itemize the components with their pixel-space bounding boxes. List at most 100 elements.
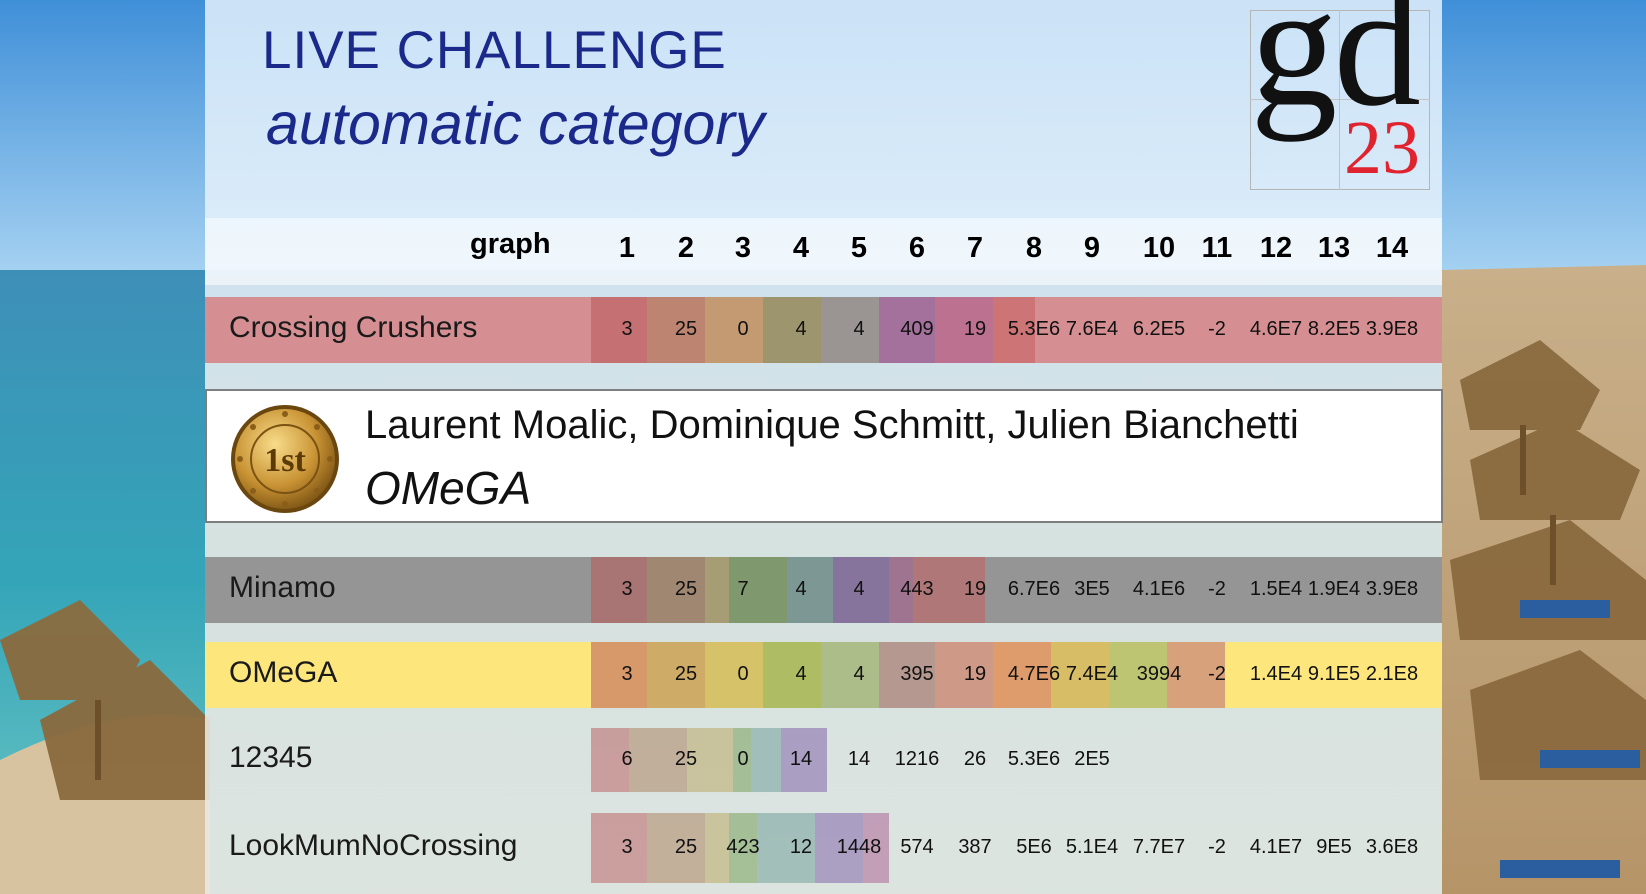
score-cell: 4.1E6 (1132, 578, 1186, 600)
team-name: LookMumNoCrossing (229, 829, 518, 862)
medal-label: 1st (264, 442, 306, 479)
score-cell: 5.1E4 (1065, 836, 1119, 858)
score-cell: 0 (737, 318, 749, 340)
score-cell: 7.7E7 (1132, 836, 1186, 858)
graph-header-1: 1 (618, 232, 636, 264)
header-row (205, 218, 1442, 285)
score-segment (821, 297, 879, 363)
score-cell: 25 (674, 663, 698, 685)
score-cell: 6.2E5 (1132, 318, 1186, 340)
score-cell: 5.3E6 (1007, 318, 1061, 340)
score-segment (1109, 642, 1167, 708)
score-segment (935, 297, 993, 363)
score-segment (935, 642, 993, 708)
score-segment (993, 642, 1051, 708)
score-cell: 4 (795, 663, 807, 685)
team-name: Crossing Crushers (229, 311, 478, 344)
team-name: 12345 (229, 741, 313, 774)
graph-header-5: 5 (850, 232, 868, 264)
score-segment (591, 728, 629, 792)
score-segment (879, 642, 935, 708)
score-segment (863, 813, 889, 883)
logo-grid (1250, 10, 1430, 190)
score-cell: 4.6E7 (1249, 318, 1303, 340)
score-cell: 409 (900, 318, 934, 340)
score-cell: 3.9E8 (1365, 578, 1419, 600)
score-segment (913, 557, 985, 623)
score-segment (763, 297, 821, 363)
score-cell: 574 (900, 836, 934, 858)
score-segment (1051, 642, 1109, 708)
score-cell: 25 (674, 578, 698, 600)
graph-header-3: 3 (734, 232, 752, 264)
score-cell: 7.6E4 (1065, 318, 1119, 340)
graph-header-13: 13 (1317, 232, 1351, 264)
graph-header-9: 9 (1083, 232, 1101, 264)
score-cell: 3 (621, 663, 633, 685)
team-name: Minamo (229, 571, 336, 604)
score-segment (729, 813, 757, 883)
graph-header-2: 2 (677, 232, 695, 264)
logo-number: 23 (1344, 106, 1420, 190)
winner-authors: Laurent Moalic, Dominique Schmitt, Julie… (365, 403, 1299, 447)
score-segment (751, 728, 781, 792)
score-cell: 19 (963, 663, 987, 685)
score-segment (629, 728, 687, 792)
score-segment (705, 813, 729, 883)
score-cell: 3.6E8 (1365, 836, 1419, 858)
score-cell: 14 (789, 748, 813, 770)
score-cell: 443 (900, 578, 934, 600)
score-cell: 3E5 (1074, 578, 1110, 600)
score-cell: 12 (789, 836, 813, 858)
conference-logo: gd 23 (1250, 0, 1430, 190)
score-cell: 3 (621, 318, 633, 340)
score-cell: 25 (674, 748, 698, 770)
score-cell: 4 (853, 578, 865, 600)
score-segment (687, 728, 733, 792)
score-segment (647, 642, 705, 708)
score-segment (733, 728, 751, 792)
graph-header-8: 8 (1025, 232, 1043, 264)
score-cell: 7 (737, 578, 749, 600)
score-cell: 6 (621, 748, 633, 770)
score-cell: 2.1E8 (1365, 663, 1419, 685)
score-cell: 1216 (894, 748, 940, 770)
score-cell: 3994 (1136, 663, 1182, 685)
score-cell: 4.1E7 (1249, 836, 1303, 858)
score-cell: 5E6 (1016, 836, 1052, 858)
score-cell: 9E5 (1316, 836, 1352, 858)
score-segment (879, 297, 935, 363)
graph-header-14: 14 (1375, 232, 1409, 264)
score-segment (705, 557, 729, 623)
score-segment (705, 297, 763, 363)
score-cell: 14 (847, 748, 871, 770)
score-segment (729, 557, 787, 623)
score-cell: 1448 (836, 836, 882, 858)
score-cell: 4 (853, 663, 865, 685)
score-segment (815, 813, 863, 883)
score-cell: -2 (1208, 663, 1226, 685)
score-cell: 5.3E6 (1007, 748, 1061, 770)
score-cell: -2 (1208, 318, 1226, 340)
graph-header-11: 11 (1201, 232, 1233, 264)
score-cell: 1.9E4 (1307, 578, 1361, 600)
slide-title: LIVE CHALLENGE (262, 21, 727, 80)
score-cell: 9.1E5 (1307, 663, 1361, 685)
score-cell: -2 (1208, 578, 1226, 600)
score-cell: 1.5E4 (1249, 578, 1303, 600)
score-cell: 4.7E6 (1007, 663, 1061, 685)
score-segment (821, 642, 879, 708)
score-cell: -2 (1208, 836, 1226, 858)
score-cell: 6.7E6 (1007, 578, 1061, 600)
score-cell: 25 (674, 836, 698, 858)
score-segment (889, 557, 913, 623)
score-cell: 19 (963, 318, 987, 340)
score-segment (757, 813, 815, 883)
score-segment (1167, 642, 1225, 708)
graph-header-12: 12 (1259, 232, 1293, 264)
logo-grid-line (1250, 99, 1430, 100)
score-cell: 2E5 (1074, 748, 1110, 770)
score-cell: 4 (853, 318, 865, 340)
score-cell: 0 (737, 663, 749, 685)
score-segment (591, 557, 647, 623)
